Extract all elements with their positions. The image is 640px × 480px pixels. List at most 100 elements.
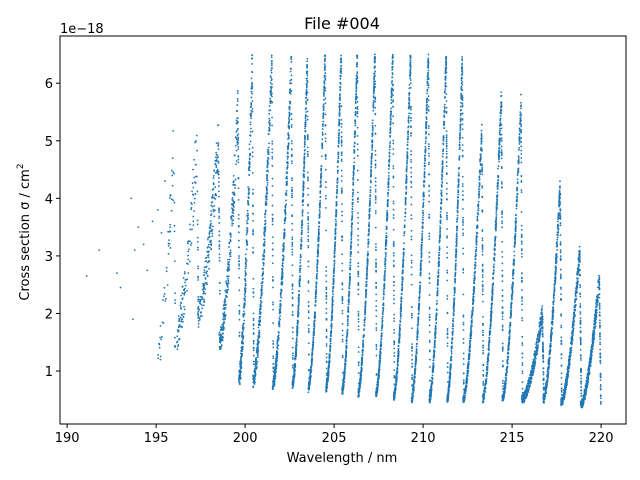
data-point (395, 370, 398, 373)
data-point (393, 376, 396, 379)
data-point (280, 288, 282, 291)
data-point (228, 263, 231, 266)
data-point (319, 210, 321, 213)
data-point (285, 192, 287, 195)
data-point (291, 177, 293, 179)
data-point (352, 178, 355, 181)
data-point (291, 243, 294, 246)
data-point (341, 312, 344, 315)
data-point (319, 196, 322, 199)
data-point (240, 355, 243, 358)
data-point (352, 181, 355, 184)
data-point (302, 193, 305, 196)
data-point (388, 159, 391, 162)
data-point (218, 289, 221, 292)
data-point (324, 89, 327, 92)
data-point (231, 207, 233, 210)
data-point (180, 302, 183, 304)
data-point (187, 258, 190, 261)
data-point (260, 296, 262, 298)
data-point (180, 307, 183, 310)
data-point (365, 281, 368, 284)
data-point (250, 114, 252, 117)
data-point (307, 331, 310, 334)
data-point (341, 220, 343, 223)
data-point (249, 121, 252, 124)
data-point (392, 185, 395, 188)
data-point (275, 367, 278, 370)
data-point (265, 197, 267, 199)
data-point (270, 54, 273, 57)
data-point (406, 138, 409, 141)
data-point (244, 275, 247, 277)
data-point (306, 115, 309, 118)
data-point (298, 290, 301, 292)
data-point (282, 247, 285, 250)
data-point (390, 96, 393, 99)
data-point (357, 216, 359, 219)
data-point (219, 338, 221, 341)
data-point (411, 343, 413, 345)
data-point (354, 132, 356, 135)
data-point (374, 106, 377, 109)
data-point (372, 95, 375, 97)
data-point (173, 230, 176, 233)
data-point (245, 239, 248, 242)
data-point (223, 311, 226, 314)
data-point (271, 116, 274, 119)
data-point (324, 124, 327, 126)
data-point (303, 135, 306, 138)
data-point (203, 271, 206, 274)
data-point (329, 342, 332, 345)
data-point (346, 330, 349, 332)
data-point (374, 184, 377, 187)
data-point (302, 189, 305, 192)
data-point (291, 251, 294, 254)
data-point (277, 339, 280, 341)
data-point (371, 130, 374, 132)
data-point (239, 376, 242, 379)
data-point (262, 262, 265, 265)
data-point (291, 285, 294, 288)
data-point (283, 235, 286, 237)
data-point (410, 186, 413, 188)
data-point (342, 387, 344, 390)
data-point (373, 59, 376, 62)
data-point (218, 259, 221, 262)
data-point (238, 331, 241, 334)
data-point (357, 361, 360, 363)
data-point (192, 215, 195, 218)
data-point (411, 362, 413, 365)
data-point (345, 340, 348, 343)
data-point (222, 325, 225, 327)
data-point (291, 196, 293, 199)
data-point (351, 215, 354, 217)
data-point (213, 169, 216, 172)
data-point (164, 180, 166, 182)
data-point (210, 248, 213, 251)
data-point (295, 347, 298, 349)
data-point (256, 354, 259, 357)
data-point (291, 364, 294, 367)
data-point (382, 298, 385, 301)
data-point (265, 195, 268, 198)
data-point (224, 307, 227, 309)
data-point (392, 153, 395, 155)
data-point (291, 179, 293, 182)
data-point (202, 285, 205, 288)
data-point (351, 191, 354, 194)
data-point (407, 133, 409, 136)
data-point (271, 248, 274, 251)
data-point (173, 224, 176, 227)
data-point (236, 143, 239, 146)
data-point (345, 352, 347, 355)
data-point (353, 161, 356, 164)
data-point (252, 354, 255, 357)
data-point (306, 81, 309, 84)
data-point (341, 334, 344, 337)
data-point (314, 297, 317, 299)
data-point (98, 249, 101, 252)
data-point (340, 151, 343, 154)
data-point (271, 276, 274, 278)
